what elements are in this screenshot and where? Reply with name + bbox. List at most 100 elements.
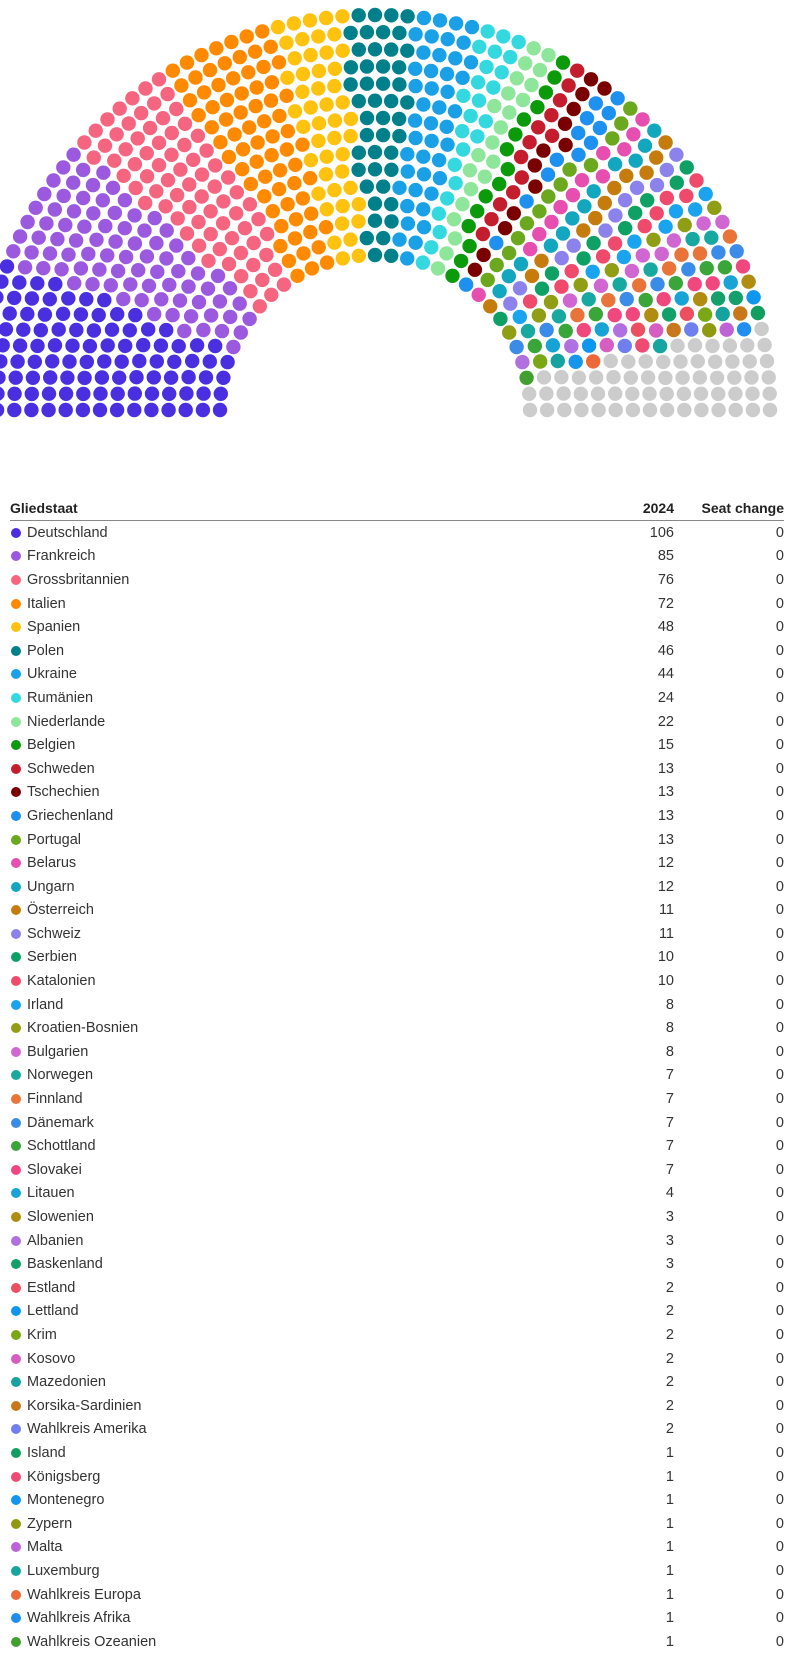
seat-dot: [207, 179, 222, 194]
legend-swatch: [11, 1164, 21, 1175]
legend-swatch: [11, 1424, 21, 1435]
party-cell: Norwegen: [10, 1064, 574, 1088]
seat-dot: [549, 152, 564, 167]
table-row: Island 1 0: [10, 1441, 784, 1465]
seat-count: 10: [657, 973, 674, 990]
seat-dot: [448, 16, 464, 31]
seat-dot: [335, 251, 350, 266]
seat-dot: [198, 370, 214, 385]
seat-dot: [511, 34, 526, 50]
seat-dot: [279, 88, 294, 104]
seat-dot: [139, 146, 154, 161]
seat-dot: [530, 100, 545, 115]
seat-dot: [229, 185, 244, 200]
seat-dot: [281, 253, 297, 269]
seat-dot: [219, 92, 235, 108]
seat-dot: [334, 216, 350, 231]
seat-dot: [25, 370, 41, 385]
seat-dot: [264, 148, 279, 163]
legend-swatch: [11, 905, 21, 916]
seat-dot: [335, 43, 350, 58]
seat-dot: [432, 171, 448, 186]
seat-dot: [351, 248, 366, 263]
seat-dot: [735, 259, 751, 274]
legend-swatch: [11, 1070, 21, 1081]
party-cell: Kosovo: [10, 1347, 574, 1371]
seat-dot: [24, 291, 40, 306]
legend-swatch: [11, 1353, 21, 1364]
seat-change: 0: [775, 1421, 784, 1438]
seat-dot: [110, 263, 126, 279]
seat-dot: [477, 169, 492, 184]
table-row: Litauen 4 0: [10, 1182, 784, 1206]
seat-dot: [178, 402, 193, 418]
seat-dot: [75, 402, 91, 418]
seat-dot: [343, 180, 358, 195]
seat-dot: [242, 120, 257, 135]
seat-dot: [96, 165, 111, 180]
seat-dot: [589, 370, 604, 385]
seat-dot: [86, 206, 101, 221]
seat-dot: [635, 338, 650, 353]
seat-dot: [565, 211, 580, 226]
seat-dot: [650, 277, 665, 292]
seat-dot: [543, 238, 559, 253]
seat-dot: [470, 129, 485, 144]
seat-dot: [318, 10, 334, 26]
seat-dot: [661, 261, 677, 276]
seat-dot: [586, 184, 601, 199]
seat-dot: [447, 157, 462, 172]
seat-change: 0: [775, 642, 784, 659]
party-cell: Ukraine: [10, 663, 574, 687]
seat-dot: [86, 323, 102, 338]
seat-dot: [561, 78, 576, 93]
seat-dot: [722, 338, 738, 353]
party-cell: Grossbritannien: [10, 568, 574, 592]
seat-dot: [539, 322, 554, 338]
seat-dot: [432, 47, 447, 63]
seat-dot: [367, 93, 383, 108]
seat-dot: [295, 191, 310, 206]
table-row: Schottland 7 0: [10, 1134, 784, 1158]
seat-dot: [232, 49, 247, 65]
seat-change: 0: [775, 1374, 784, 1391]
seat-dot: [61, 247, 76, 262]
seat-dot: [684, 322, 699, 337]
party-name: Kosovo: [27, 1350, 76, 1367]
seat-dot: [280, 124, 295, 139]
party-cell: Schweiz: [10, 922, 574, 946]
seat-dot: [224, 231, 240, 246]
seat-dot: [513, 149, 529, 165]
party-cell: Island: [10, 1441, 574, 1465]
party-cell: Albanien: [10, 1229, 574, 1253]
seat-dot: [182, 199, 197, 215]
seat-dot: [97, 292, 112, 308]
seat-dot: [141, 278, 157, 293]
seat-dot: [287, 231, 303, 246]
seat-dot: [213, 386, 228, 401]
seat-dot: [400, 147, 415, 162]
party-cell: Italien: [10, 592, 574, 616]
seat-dot: [182, 93, 198, 108]
seat-dot: [104, 322, 120, 337]
party-cell: Malta: [10, 1536, 574, 1560]
seat-dot: [327, 78, 342, 94]
legend-swatch: [11, 1235, 21, 1246]
seat-count: 1: [665, 1586, 674, 1603]
seat-dot: [212, 294, 228, 309]
seat-dot: [628, 153, 643, 168]
seat-dot: [56, 160, 71, 175]
seat-dot: [43, 370, 58, 385]
seat-dot: [239, 29, 254, 44]
seat-dot: [375, 25, 391, 40]
seat-dot: [384, 93, 399, 109]
seat-dot: [423, 63, 439, 79]
seat-dot: [24, 386, 39, 402]
seat-dot: [65, 338, 80, 353]
seat-dot: [524, 77, 539, 93]
seat-dot: [707, 200, 722, 215]
seat-dot: [446, 212, 462, 227]
seat-dot: [190, 128, 206, 143]
seat-dot: [431, 153, 447, 168]
seat-dot: [440, 84, 455, 100]
